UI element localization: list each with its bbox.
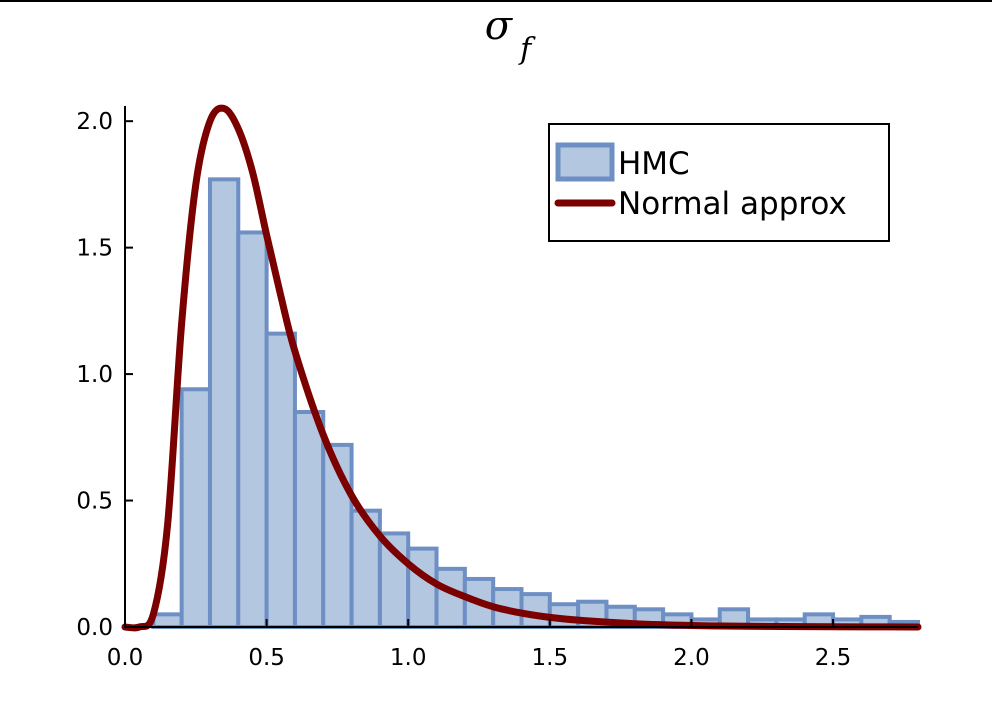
y-tick-label: 0.5	[76, 489, 113, 515]
x-tick-label: 2.0	[673, 645, 710, 671]
y-axis-ticks: 0.0 0.5 1.0 1.5 2.0	[76, 109, 133, 641]
x-tick-label: 0.5	[248, 645, 285, 671]
x-tick-label: 2.5	[815, 645, 852, 671]
y-tick-label: 1.5	[76, 236, 113, 262]
axes	[124, 106, 918, 628]
x-tick-label: 1.0	[390, 645, 427, 671]
legend-box	[548, 123, 890, 242]
hmc-bar	[264, 331, 297, 629]
hmc-bar	[179, 387, 212, 630]
legend: HMC Normal approx	[548, 123, 890, 242]
hmc-bar	[236, 230, 269, 630]
hmc-bar	[406, 546, 439, 630]
normal-approx-curve	[121, 104, 922, 632]
x-axis-ticks: 0.0 0.5 1.0 1.5 2.0 2.5	[107, 619, 852, 671]
y-tick-label: 2.0	[76, 109, 113, 135]
hmc-bar	[151, 612, 184, 630]
legend-label-hmc: HMC	[618, 146, 690, 182]
x-tick-label: 0.0	[107, 645, 144, 671]
chart-title-subscript: f	[518, 32, 536, 67]
x-tick-label: 1.5	[532, 645, 569, 671]
hmc-bars	[151, 177, 921, 630]
legend-label-normal: Normal approx	[618, 186, 847, 222]
chart-title-main: σ	[485, 3, 514, 49]
top-border	[0, 0, 992, 2]
y-tick-label: 0.0	[76, 615, 113, 641]
hmc-bar	[207, 177, 241, 629]
chart-title: σf	[485, 3, 536, 67]
legend-swatch-hmc	[555, 142, 615, 182]
hmc-bar	[292, 410, 326, 629]
y-tick-label: 1.0	[76, 362, 113, 388]
